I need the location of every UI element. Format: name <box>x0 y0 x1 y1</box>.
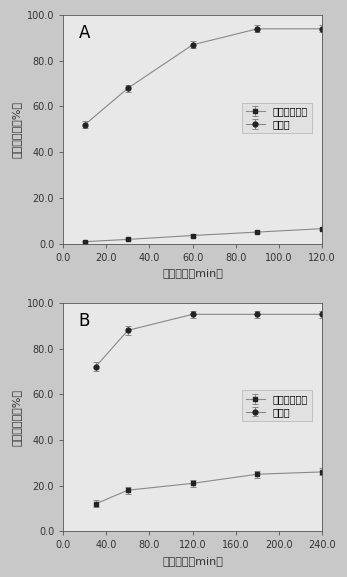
Legend: 紫杉醇微胶囊, 紫杉醇: 紫杉醇微胶囊, 紫杉醇 <box>242 391 312 421</box>
Text: A: A <box>79 24 90 42</box>
Y-axis label: 累积溶出度（%）: 累积溶出度（%） <box>11 101 21 158</box>
Text: B: B <box>79 312 90 330</box>
Legend: 紫杉醇微胶囊, 紫杉醇: 紫杉醇微胶囊, 紫杉醇 <box>242 103 312 133</box>
X-axis label: 溶出时间（min）: 溶出时间（min） <box>162 556 223 566</box>
X-axis label: 溶出时间（min）: 溶出时间（min） <box>162 268 223 278</box>
Y-axis label: 累积溶出度（%）: 累积溶出度（%） <box>11 389 21 445</box>
